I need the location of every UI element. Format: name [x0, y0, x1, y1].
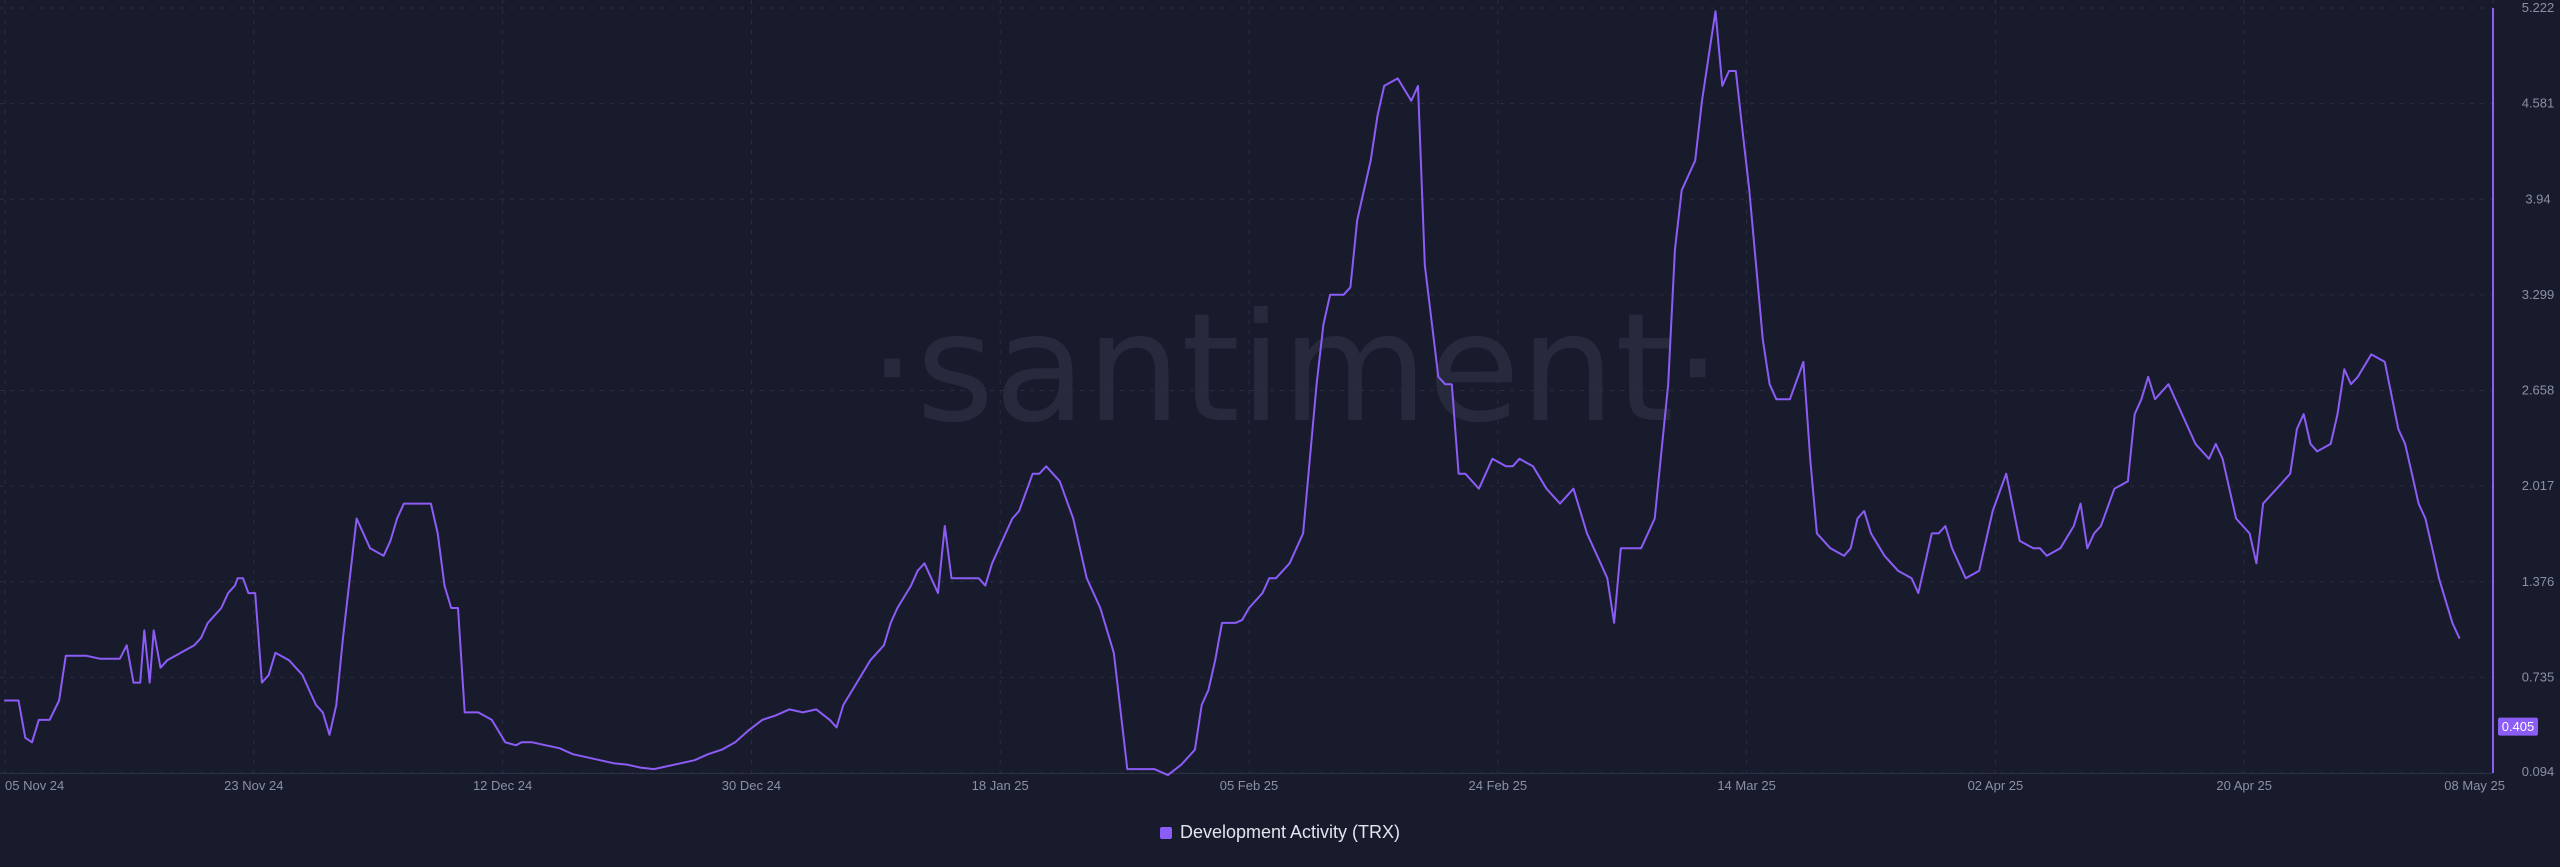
current-value-marker: 0.405: [2498, 717, 2538, 736]
x-tick-label: 05 Feb 25: [1220, 778, 1279, 793]
x-tick-label: 18 Jan 25: [972, 778, 1029, 793]
x-tick-label: 08 May 25: [2444, 778, 2505, 793]
x-tick-label: 14 Mar 25: [1717, 778, 1776, 793]
y-axis-ticks: 0.094 0.735 1.376 2.017 2.658 3.299 3.94 4.581 5…: [2522, 0, 2555, 779]
series-layer: [4, 10, 2461, 777]
x-tick-label: 30 Dec 24: [722, 778, 781, 793]
y-tick-label: 5.222: [2522, 0, 2555, 15]
y-tick-label: 0.094: [2522, 764, 2555, 779]
current-value-label: 0.405: [2502, 719, 2535, 734]
y-tick-label: 4.581: [2522, 96, 2555, 111]
y-tick-label: 1.376: [2522, 574, 2555, 589]
x-tick-label: 05 Nov 24: [5, 778, 64, 793]
x-tick-label: 02 Apr 25: [1968, 778, 2024, 793]
x-tick-label: 20 Apr 25: [2216, 778, 2272, 793]
current-value-badge: [2498, 717, 2538, 736]
x-axis-ticks: 05 Nov 24 23 Nov 24 12 Dec 24 30 Dec 24 18 J…: [5, 778, 2505, 793]
y-tick-label: 2.658: [2522, 383, 2555, 398]
chart-legend: Development Activity (TRX): [0, 822, 2560, 844]
x-tick-label: 23 Nov 24: [224, 778, 283, 793]
series-line-development-activity: [4, 10, 2461, 777]
x-tick-label: 24 Feb 25: [1469, 778, 1528, 793]
x-tick-label: 12 Dec 24: [473, 778, 532, 793]
y-tick-label: 2.017: [2522, 478, 2555, 493]
y-tick-label: 0.735: [2522, 669, 2555, 684]
axis-layer: [0, 8, 2494, 774]
legend-item-development-activity[interactable]: Development Activity (TRX): [1159, 822, 1401, 843]
legend-swatch: [1159, 826, 1172, 839]
legend-label: Development Activity (TRX): [1179, 822, 1401, 842]
santiment-watermark: ·santiment·: [868, 282, 1721, 456]
y-tick-label: 3.94: [2525, 191, 2550, 206]
y-tick-label: 3.299: [2522, 287, 2555, 302]
